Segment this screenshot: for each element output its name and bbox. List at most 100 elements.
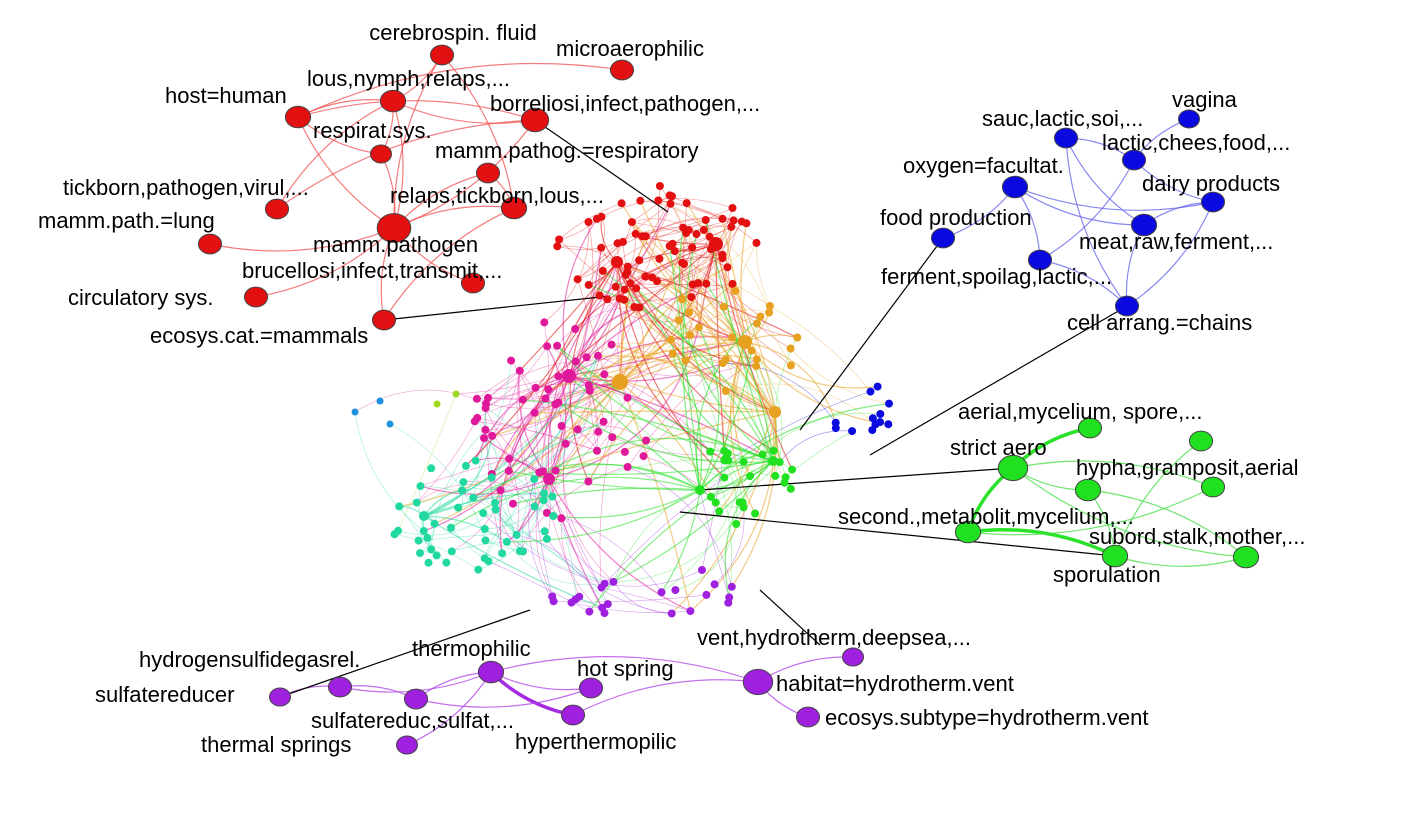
- core-node-magenta[interactable]: [608, 433, 617, 442]
- core-node-purple[interactable]: [702, 590, 711, 599]
- core-node-green[interactable]: [723, 449, 732, 458]
- core-node-purple[interactable]: [603, 600, 612, 609]
- core-node-teal[interactable]: [530, 502, 539, 511]
- purple-node[interactable]: [396, 735, 418, 755]
- core-node-purple[interactable]: [727, 582, 736, 591]
- core-node-red[interactable]: [636, 196, 645, 205]
- core-node-orange[interactable]: [756, 312, 765, 321]
- blue-node[interactable]: [1114, 295, 1140, 317]
- core-node-purple[interactable]: [585, 607, 594, 616]
- core-node-teal[interactable]: [419, 527, 428, 535]
- red-node[interactable]: [460, 272, 486, 294]
- green-node[interactable]: [1101, 544, 1129, 568]
- core-node-teal[interactable]: [474, 565, 483, 574]
- red-node[interactable]: [197, 233, 223, 255]
- core-node-magenta[interactable]: [482, 399, 490, 408]
- core-node-red[interactable]: [620, 295, 629, 304]
- core-node-magenta[interactable]: [571, 325, 580, 333]
- core-node-orange[interactable]: [769, 406, 781, 418]
- core-node-magenta[interactable]: [488, 431, 497, 440]
- blue-node[interactable]: [1001, 175, 1029, 199]
- core-node-teal[interactable]: [540, 527, 549, 536]
- core-node-red[interactable]: [617, 199, 626, 208]
- core-node-red[interactable]: [655, 254, 664, 263]
- core-node-magenta[interactable]: [504, 466, 513, 475]
- core-node-red[interactable]: [666, 199, 675, 208]
- core-node-magenta[interactable]: [584, 381, 593, 390]
- core-node-red[interactable]: [638, 232, 647, 241]
- core-node-teal[interactable]: [491, 505, 500, 514]
- core-node-magenta[interactable]: [509, 499, 517, 508]
- purple-node[interactable]: [742, 668, 774, 696]
- core-node-orange[interactable]: [728, 333, 737, 342]
- blue-node[interactable]: [1053, 127, 1079, 149]
- purple-node[interactable]: [403, 688, 429, 710]
- core-node-magenta[interactable]: [562, 369, 576, 383]
- core-node-magenta[interactable]: [561, 439, 570, 448]
- core-node-magenta[interactable]: [573, 425, 582, 434]
- core-node-orange[interactable]: [694, 323, 703, 332]
- core-node-orange[interactable]: [765, 302, 774, 310]
- core-node-purple[interactable]: [686, 607, 695, 616]
- core-node-magenta[interactable]: [473, 413, 482, 422]
- core-node-magenta[interactable]: [553, 341, 562, 350]
- core-node-teal[interactable]: [469, 493, 478, 502]
- core-node-orange[interactable]: [678, 295, 686, 304]
- core-node-teal[interactable]: [419, 511, 429, 521]
- core-node-magenta[interactable]: [571, 357, 580, 366]
- core-node-red[interactable]: [595, 291, 604, 300]
- core-node-orange[interactable]: [747, 346, 756, 355]
- core-node-magenta[interactable]: [531, 383, 540, 392]
- core-node-red[interactable]: [688, 243, 697, 252]
- core-node-blue[interactable]: [885, 399, 893, 408]
- core-node-teal[interactable]: [458, 486, 467, 495]
- core-node-teal[interactable]: [427, 464, 436, 473]
- red-node[interactable]: [429, 44, 455, 66]
- red-node[interactable]: [264, 198, 290, 220]
- core-node-orange[interactable]: [786, 344, 795, 353]
- red-node[interactable]: [370, 144, 392, 164]
- core-node-red[interactable]: [635, 256, 644, 265]
- core-node-red[interactable]: [682, 199, 691, 208]
- core-node-purple[interactable]: [600, 579, 609, 588]
- core-node-green[interactable]: [781, 473, 790, 482]
- core-node-red[interactable]: [723, 263, 732, 272]
- blue-node[interactable]: [1178, 109, 1200, 129]
- core-node-purple[interactable]: [657, 588, 666, 597]
- core-node-red[interactable]: [702, 279, 711, 288]
- core-node-red[interactable]: [668, 192, 676, 201]
- core-node-blue[interactable]: [866, 387, 875, 396]
- core-node-magenta[interactable]: [551, 466, 560, 475]
- core-node-magenta[interactable]: [541, 394, 550, 403]
- core-node-magenta[interactable]: [584, 477, 593, 486]
- core-node-teal[interactable]: [539, 496, 548, 505]
- green-node[interactable]: [1188, 430, 1214, 452]
- core-node-red[interactable]: [709, 237, 723, 251]
- core-node-red[interactable]: [553, 242, 562, 251]
- core-node-red[interactable]: [618, 237, 627, 246]
- core-node-magenta[interactable]: [496, 486, 505, 495]
- purple-node[interactable]: [560, 704, 586, 726]
- core-node-orange[interactable]: [666, 335, 675, 344]
- core-node-blue[interactable]: [871, 420, 880, 429]
- core-node-red[interactable]: [627, 218, 636, 227]
- core-node-red[interactable]: [692, 230, 701, 239]
- core-node-purple[interactable]: [725, 593, 734, 602]
- blue-node[interactable]: [930, 227, 956, 249]
- core-node-teal[interactable]: [459, 478, 468, 487]
- core-node-purple[interactable]: [667, 609, 676, 618]
- core-node-magenta[interactable]: [642, 436, 651, 445]
- core-node-magenta[interactable]: [623, 463, 632, 471]
- core-node-blue[interactable]: [848, 427, 857, 436]
- core-node-teal[interactable]: [512, 530, 521, 539]
- core-node-orange[interactable]: [685, 308, 694, 317]
- core-node-red[interactable]: [684, 226, 693, 235]
- core-node-green[interactable]: [695, 485, 705, 495]
- core-node-red[interactable]: [603, 295, 612, 304]
- core-node-green[interactable]: [739, 457, 748, 466]
- core-node-teal[interactable]: [530, 475, 539, 484]
- core-node-green[interactable]: [768, 456, 778, 466]
- core-node-orange[interactable]: [721, 387, 730, 395]
- purple-node[interactable]: [842, 647, 864, 667]
- core-node-magenta[interactable]: [623, 393, 632, 402]
